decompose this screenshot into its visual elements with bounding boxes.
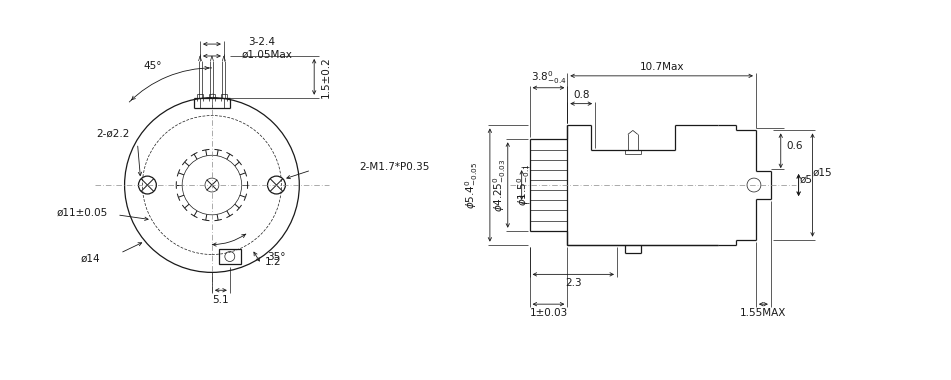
Text: ø11±0.05: ø11±0.05 bbox=[57, 208, 107, 218]
Text: $\phi5.4^{0}_{-0.05}$: $\phi5.4^{0}_{-0.05}$ bbox=[464, 162, 480, 209]
Text: 2.3: 2.3 bbox=[565, 278, 582, 288]
Text: 0.6: 0.6 bbox=[786, 141, 803, 151]
Text: 10.7Max: 10.7Max bbox=[639, 62, 684, 72]
Text: 3-2.4: 3-2.4 bbox=[248, 37, 275, 47]
Text: 1±0.03: 1±0.03 bbox=[530, 308, 568, 318]
Text: $\phi1.5^{0}_{-0.1}$: $\phi1.5^{0}_{-0.1}$ bbox=[515, 164, 532, 206]
Bar bbox=[219, 249, 241, 264]
Text: ø14: ø14 bbox=[81, 254, 100, 264]
Text: 5.1: 5.1 bbox=[213, 295, 229, 305]
Text: 0.8: 0.8 bbox=[573, 90, 590, 100]
Text: 1.5±0.2: 1.5±0.2 bbox=[321, 56, 331, 98]
Text: ø1.05Max: ø1.05Max bbox=[242, 50, 292, 60]
Text: 45°: 45° bbox=[144, 61, 162, 71]
Text: ø15: ø15 bbox=[813, 168, 832, 177]
Text: 2-M1.7*P0.35: 2-M1.7*P0.35 bbox=[359, 162, 429, 172]
Text: $3.8^{0}_{-0.4}$: $3.8^{0}_{-0.4}$ bbox=[531, 70, 567, 86]
Text: ø5: ø5 bbox=[800, 174, 813, 184]
Text: 1.2: 1.2 bbox=[265, 257, 281, 267]
Text: 2-ø2.2: 2-ø2.2 bbox=[96, 128, 129, 138]
Text: 35°: 35° bbox=[267, 252, 285, 261]
Text: $\phi4.25^{0}_{-0.03}$: $\phi4.25^{0}_{-0.03}$ bbox=[492, 158, 508, 212]
Text: 1.55MAX: 1.55MAX bbox=[740, 308, 786, 318]
